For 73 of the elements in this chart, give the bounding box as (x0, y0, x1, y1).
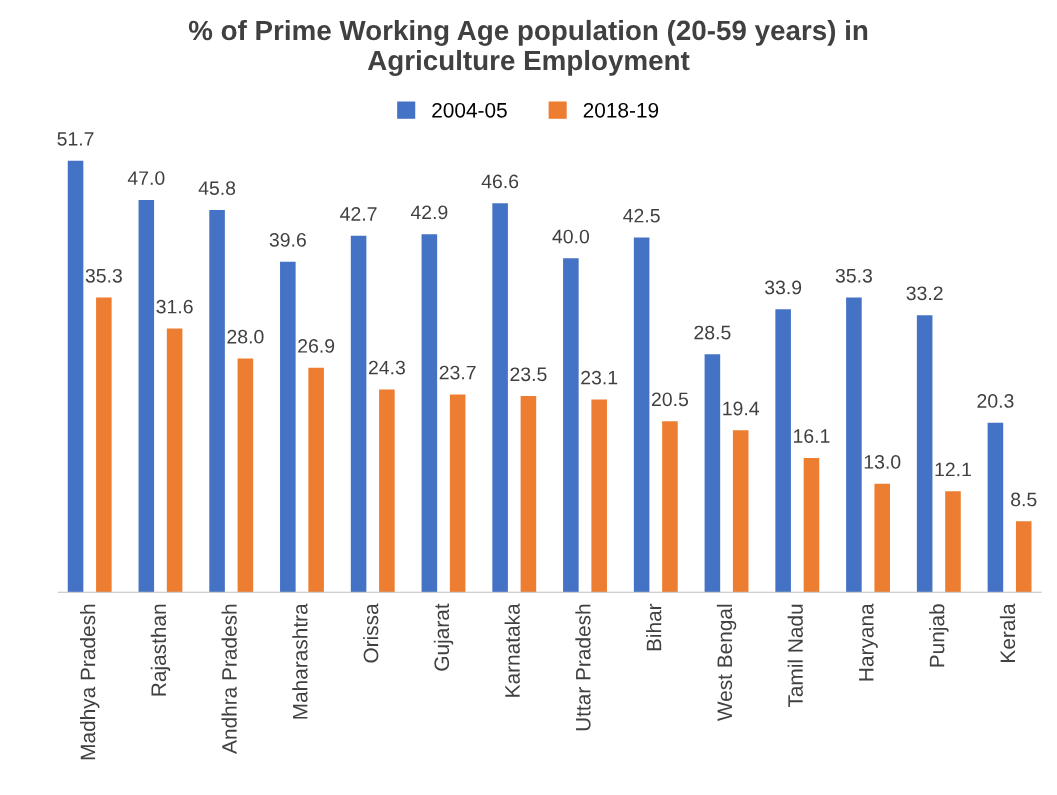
bar (704, 354, 721, 593)
data-label: 16.1 (794, 429, 830, 443)
data-label: 26.9 (298, 339, 335, 353)
data-label: 31.6 (156, 299, 193, 314)
data-label: 13.0 (864, 455, 901, 469)
data-label: 51.7 (57, 132, 94, 146)
data-label: 24.3 (368, 360, 405, 375)
x-tick-label: Punjab (929, 604, 949, 667)
data-label: 28.0 (227, 329, 264, 344)
data-label: 42.9 (410, 205, 448, 220)
data-label: 42.7 (340, 207, 377, 221)
bar (987, 422, 1004, 593)
data-label: 19.4 (723, 401, 760, 416)
bar (803, 457, 820, 593)
x-tick-label: Rajasthan (150, 604, 171, 696)
legend-label: 2018-19 (583, 102, 659, 118)
x-tick-label: Kerala (999, 603, 1016, 662)
data-label: 47.0 (127, 171, 165, 185)
x-tick-label: Uttar Pradesh (575, 604, 591, 731)
legend-label: 2004-05 (432, 102, 507, 118)
bar (379, 389, 395, 593)
data-label: 33.9 (764, 280, 802, 295)
bar (492, 203, 508, 593)
bar (166, 328, 183, 593)
x-tick-label: Madhya Pradesh (80, 604, 100, 760)
bar (138, 199, 155, 593)
bar (280, 261, 296, 593)
x-tick-label: Maharashtra (292, 603, 308, 719)
data-label: 23.5 (510, 367, 547, 382)
data-label: 45.8 (198, 181, 236, 195)
chart-title: % of Prime Working Age population (20-59 years) in Agriculture Employment (188, 19, 868, 76)
x-tick-label: Tamil Nadu (787, 604, 803, 708)
bar (237, 358, 254, 593)
data-label: 8.5 (1011, 492, 1037, 507)
bar (563, 258, 579, 593)
bar (308, 367, 324, 593)
x-tick-label: Orissa (363, 603, 379, 663)
x-tick-label: Haryana (859, 603, 878, 681)
data-label: 42.5 (623, 208, 660, 223)
data-label: 39.6 (269, 232, 306, 247)
bar (916, 315, 933, 593)
data-label: 35.3 (835, 268, 872, 283)
data-label: 40.0 (552, 229, 590, 244)
bar (591, 399, 607, 593)
bar (732, 430, 749, 593)
bar (633, 237, 650, 593)
x-tick-label: Karnataka (504, 603, 520, 697)
data-label: 35.3 (85, 268, 122, 283)
x-tick-label: Andhra Pradesh (221, 604, 237, 754)
bar (775, 309, 791, 593)
data-label: 23.1 (581, 370, 618, 385)
bar (350, 235, 367, 593)
bar (662, 421, 678, 593)
data-label: 33.2 (906, 286, 943, 301)
bar (67, 160, 84, 593)
x-tick-label: Bihar (646, 603, 662, 651)
bar (421, 234, 438, 593)
bar (874, 483, 890, 593)
data-label: 12.1 (935, 462, 971, 477)
bar (209, 209, 225, 593)
bar (945, 491, 961, 593)
data-label: 20.3 (977, 394, 1014, 408)
data-label: 23.7 (439, 365, 476, 380)
bar (96, 297, 112, 593)
bar (520, 396, 537, 593)
data-label: 20.5 (651, 392, 689, 407)
x-tick-label: West Bengal (716, 604, 737, 722)
data-label: 46.6 (481, 174, 519, 189)
data-label: 28.5 (694, 325, 731, 340)
bar (1015, 521, 1032, 593)
x-tick-label: Gujarat (433, 603, 454, 671)
bar (449, 394, 466, 593)
bar (846, 297, 862, 593)
